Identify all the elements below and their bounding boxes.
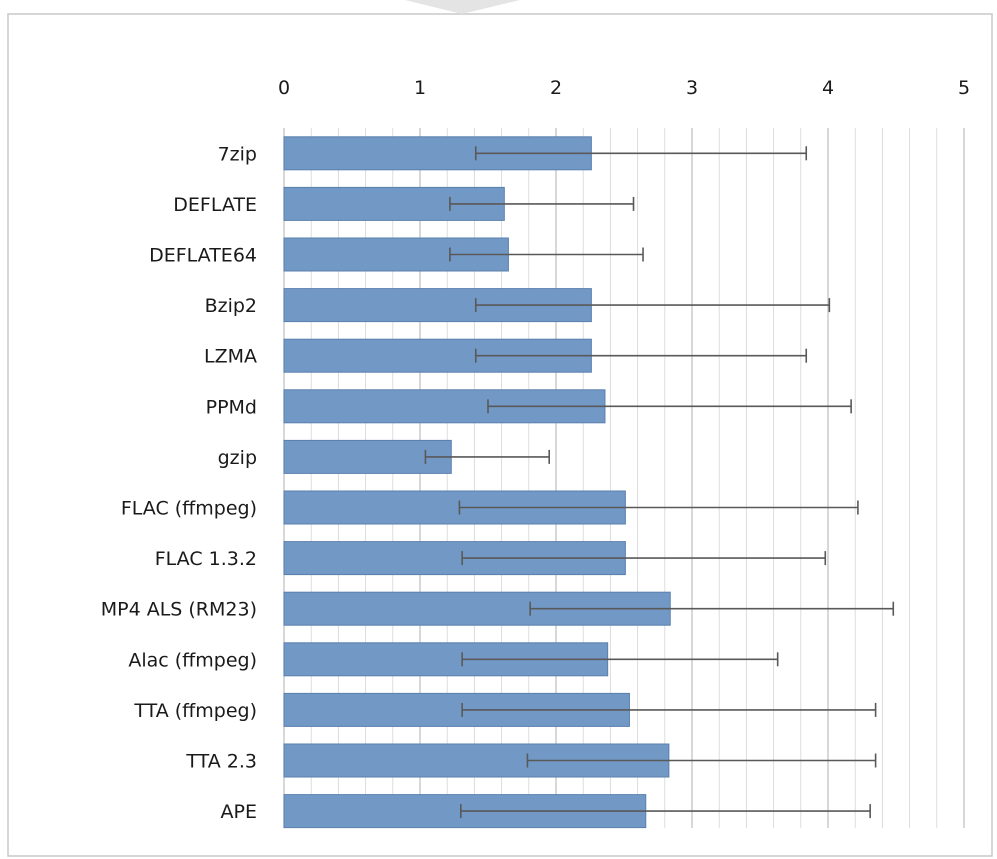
- category-label: gzip: [218, 447, 257, 469]
- x-tick-label: 1: [414, 77, 426, 99]
- category-label: FLAC 1.3.2: [155, 548, 257, 570]
- x-tick-label: 4: [822, 77, 834, 99]
- bar: [283, 439, 452, 474]
- category-label: LZMA: [204, 346, 257, 368]
- category-label: APE: [221, 801, 257, 823]
- category-label: MP4 ALS (RM23): [101, 599, 257, 621]
- x-tick-label: 0: [278, 77, 290, 99]
- category-label: FLAC (ffmpeg): [121, 498, 257, 520]
- category-label: DEFLATE: [173, 194, 257, 216]
- category-labels: 7zip DEFLATE DEFLATE64 Bzip2 LZMA PPMd gzip FLA…: [101, 143, 257, 823]
- chart-border-layer: [7, 0, 993, 857]
- category-label: 7zip: [218, 143, 257, 165]
- x-tick-label: 3: [686, 77, 698, 99]
- category-label: TTA 2.3: [185, 751, 257, 773]
- category-label: DEFLATE64: [149, 245, 257, 267]
- category-label: Alac (ffmpeg): [128, 649, 257, 671]
- top-notch-decoration: [405, 0, 520, 14]
- x-tick-label: 2: [550, 77, 562, 99]
- category-label: Bzip2: [205, 295, 257, 317]
- error-bars: [424, 146, 895, 819]
- category-label: TTA (ffmpeg): [133, 700, 257, 722]
- category-label: PPMd: [206, 396, 257, 418]
- x-axis-ticks: 0 1 2 3 4 5: [278, 77, 970, 99]
- x-tick-label: 5: [958, 77, 970, 99]
